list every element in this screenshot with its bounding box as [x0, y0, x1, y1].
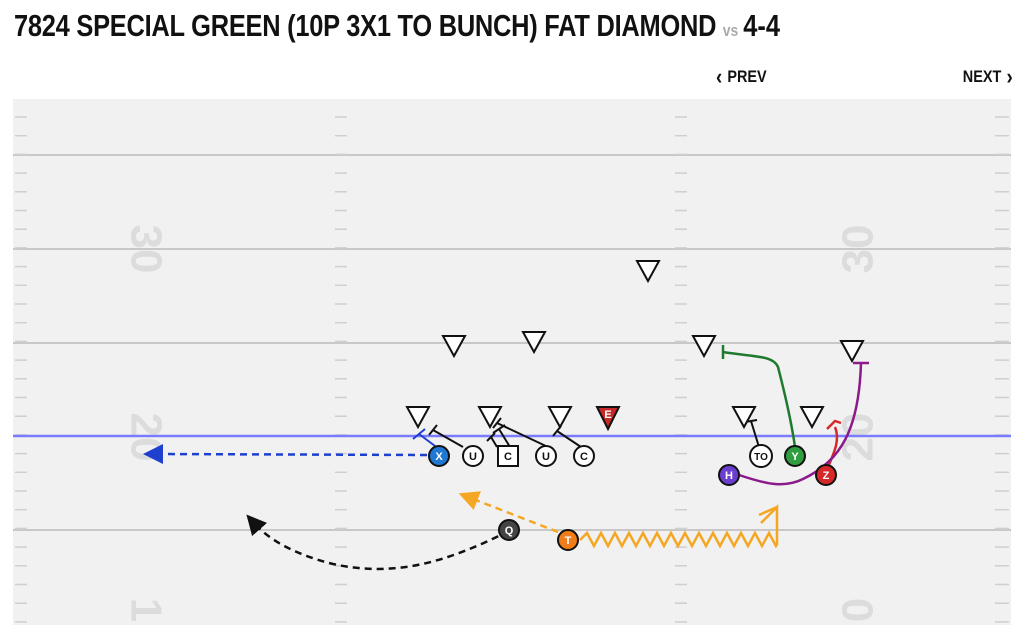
player-u-left-label: U — [469, 451, 477, 463]
player-z-label: Z — [823, 470, 830, 482]
next-button[interactable]: NEXT › — [963, 66, 1013, 88]
defender — [405, 406, 431, 430]
route-y — [722, 350, 797, 448]
player-u-left — [462, 445, 484, 467]
route-z — [826, 426, 839, 468]
chevron-right-icon: › — [1006, 64, 1013, 89]
route-t-pass — [458, 491, 559, 534]
player-center-label: C — [504, 451, 512, 463]
yard-number-right-30: 30 — [834, 225, 883, 274]
offense: X U C U C TO Y H Z Q T — [428, 444, 837, 551]
player-y-label: Y — [791, 451, 799, 463]
defender-e — [595, 406, 621, 432]
yard-number-left-30: 30 — [121, 225, 170, 274]
defender — [635, 260, 661, 284]
route-t-motion — [579, 530, 778, 549]
yard-number-right-0: 0 — [834, 598, 883, 622]
defense-name: 4-4 — [743, 8, 780, 43]
defender — [441, 335, 467, 359]
player-y — [784, 445, 806, 467]
player-center — [497, 445, 519, 467]
player-u-right — [535, 445, 557, 467]
player-q — [498, 519, 520, 541]
defense — [405, 260, 865, 432]
player-x — [428, 445, 450, 467]
player-h-label: H — [725, 470, 733, 482]
play-title: 7824 SPECIAL GREEN (10P 3X1 TO BUNCH) FA… — [14, 8, 948, 48]
player-h — [718, 464, 740, 486]
player-q-label: Q — [505, 525, 514, 537]
player-u-right-label: U — [542, 451, 550, 463]
player-to-label: TO — [754, 452, 768, 463]
hash-marks — [15, 116, 1009, 623]
route-z-end — [826, 419, 842, 430]
defender — [799, 406, 825, 430]
route-x — [143, 444, 428, 465]
defender — [691, 335, 717, 359]
defender — [547, 406, 573, 430]
player-t-label: T — [565, 535, 572, 547]
line-blocks — [428, 417, 760, 448]
route-t-turn — [758, 503, 779, 545]
route-h — [738, 362, 863, 486]
chevron-left-icon: ‹ — [716, 64, 723, 89]
defender — [477, 406, 503, 430]
player-to — [749, 444, 773, 468]
prev-label: PREV — [727, 67, 767, 86]
next-label: NEXT — [963, 67, 1002, 86]
player-c-right — [573, 445, 595, 467]
defender — [731, 406, 757, 430]
defender — [521, 331, 547, 355]
play-name: 7824 SPECIAL GREEN (10P 3X1 TO BUNCH) FA… — [14, 8, 717, 43]
play-diagram: 30 20 1 30 20 0 — [13, 99, 1011, 625]
yard-number-left-1: 1 — [121, 598, 170, 622]
player-c-right-label: C — [580, 451, 588, 463]
player-x-label: X — [435, 451, 443, 463]
player-t — [557, 529, 579, 551]
player-z — [815, 464, 837, 486]
vs-label: vs — [722, 21, 739, 40]
route-q — [246, 514, 510, 571]
prev-button[interactable]: ‹ PREV — [716, 66, 767, 88]
defender-e-label: E — [604, 409, 611, 421]
defender — [839, 340, 865, 364]
